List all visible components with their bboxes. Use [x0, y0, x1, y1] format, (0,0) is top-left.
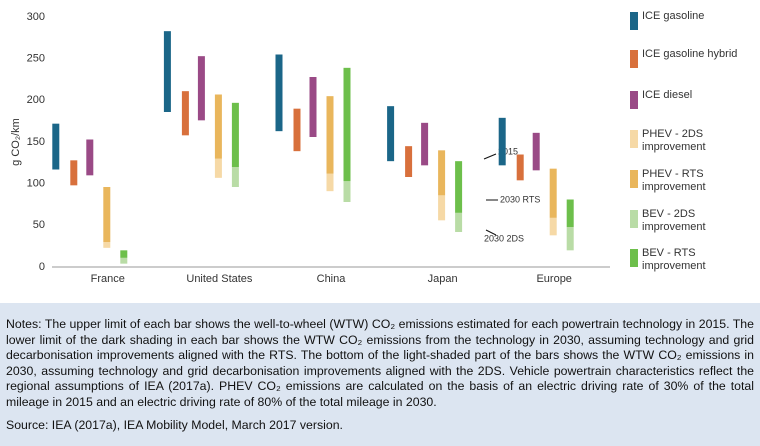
- legend-swatch: [630, 130, 638, 148]
- annotation: 2015: [498, 146, 518, 156]
- bar: [275, 54, 283, 132]
- bar: [343, 181, 351, 202]
- source: Source: IEA (2017a), IEA Mobility Model,…: [6, 418, 343, 432]
- legend-label: ICE gasoline: [642, 10, 705, 22]
- bar: [516, 154, 524, 181]
- y-tick-label: 150: [27, 136, 45, 148]
- legend-swatch: [630, 50, 638, 68]
- legend-swatch: [630, 91, 638, 109]
- bar: [405, 146, 413, 177]
- annotation-arrows: [483, 153, 498, 236]
- y-tick-label: 100: [27, 178, 45, 190]
- legend-swatch: [630, 210, 638, 228]
- y-tick-label: 0: [39, 261, 45, 273]
- bar: [455, 161, 463, 213]
- arrow: [483, 153, 497, 160]
- bar: [326, 96, 334, 174]
- legend-label: BEV - RTS improvement: [642, 247, 706, 272]
- annotation: 2030 RTS: [500, 194, 540, 204]
- bar: [86, 139, 94, 176]
- bar: [343, 67, 351, 182]
- bar: [120, 257, 128, 264]
- legend-swatch: [630, 12, 638, 30]
- bar: [438, 195, 446, 221]
- legend-label: PHEV - RTS improvement: [642, 168, 706, 193]
- bar: [214, 158, 222, 178]
- legend-label: BEV - 2DS improvement: [642, 208, 706, 233]
- bar: [566, 227, 574, 251]
- bar: [293, 108, 301, 152]
- x-tick-label: France: [91, 273, 125, 285]
- bar: [566, 199, 574, 227]
- bar: [163, 31, 171, 113]
- x-tick-label: United States: [186, 273, 253, 285]
- y-tick-label: 200: [27, 94, 45, 106]
- bar: [421, 122, 429, 166]
- bar: [455, 212, 463, 232]
- bar: [532, 132, 540, 171]
- bar: [181, 91, 189, 136]
- annotation: 2030 2DS: [484, 233, 524, 243]
- bar: [231, 167, 239, 187]
- chart: g CO₂/km 2015 2030 RTS 2030 2DS 0 50 100 15…: [10, 11, 610, 285]
- legend-swatch: [630, 249, 638, 267]
- bar: [549, 217, 557, 236]
- arrow: [485, 229, 497, 236]
- y-tick-label: 300: [27, 11, 45, 23]
- legend-label: ICE gasoline hybrid: [642, 48, 738, 60]
- x-tick-label: China: [317, 273, 347, 285]
- x-tick-label: Europe: [536, 273, 571, 285]
- bar: [52, 123, 60, 170]
- bar: [231, 102, 239, 167]
- legend-label: ICE diesel: [642, 89, 693, 101]
- bar: [438, 150, 446, 196]
- bar: [326, 173, 334, 192]
- bar: [549, 168, 557, 218]
- bar: [309, 77, 317, 137]
- y-tick-label: 250: [27, 53, 45, 65]
- bar: [103, 187, 111, 242]
- y-tick-label: 50: [33, 219, 45, 231]
- notes-box: Notes: The upper limit of each bar shows…: [0, 303, 760, 446]
- legend-label: PHEV - 2DS improvement: [642, 128, 706, 153]
- bar: [120, 250, 128, 258]
- bar: [70, 160, 78, 186]
- notes: Notes: The upper limit of each bar shows…: [6, 317, 754, 409]
- bar: [387, 106, 395, 162]
- x-tick-label: Japan: [428, 273, 458, 285]
- bar: [214, 94, 222, 159]
- bar: [103, 242, 111, 248]
- legend-swatch: [630, 170, 638, 188]
- bar: [498, 117, 506, 166]
- bar: [197, 56, 205, 121]
- y-axis-label: g CO₂/km: [10, 118, 22, 166]
